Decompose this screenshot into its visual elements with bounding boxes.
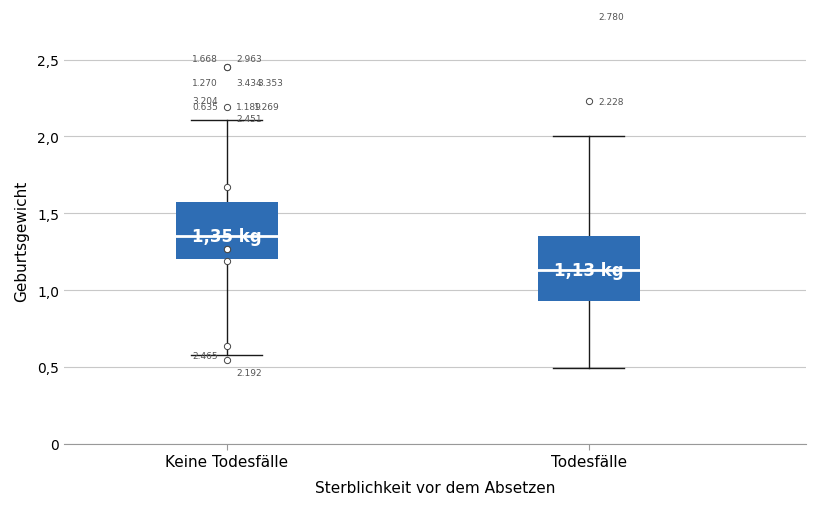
- Text: 1.270: 1.270: [192, 79, 218, 88]
- X-axis label: Sterblichkeit vor dem Absetzen: Sterblichkeit vor dem Absetzen: [314, 480, 554, 495]
- Text: 1,13 kg: 1,13 kg: [554, 262, 623, 279]
- Text: 1.668: 1.668: [192, 55, 218, 64]
- Text: 2.780: 2.780: [597, 13, 623, 22]
- Text: 1.269: 1.269: [254, 103, 279, 112]
- Text: 3.434: 3.434: [236, 79, 261, 88]
- Y-axis label: Geburtsgewicht: Geburtsgewicht: [14, 180, 29, 301]
- Text: 2.963: 2.963: [236, 55, 261, 64]
- Text: 2.451: 2.451: [236, 115, 261, 124]
- FancyBboxPatch shape: [176, 203, 278, 260]
- Text: 3.353: 3.353: [257, 79, 283, 88]
- Text: 2.228: 2.228: [597, 98, 622, 107]
- Text: 2.465: 2.465: [192, 351, 218, 360]
- Text: 1.189: 1.189: [236, 103, 261, 112]
- Text: 0.635: 0.635: [192, 103, 218, 112]
- Text: 1,35 kg: 1,35 kg: [192, 228, 261, 246]
- Text: 3.204: 3.204: [192, 97, 218, 106]
- FancyBboxPatch shape: [537, 237, 639, 301]
- Text: 2.192: 2.192: [236, 369, 261, 378]
